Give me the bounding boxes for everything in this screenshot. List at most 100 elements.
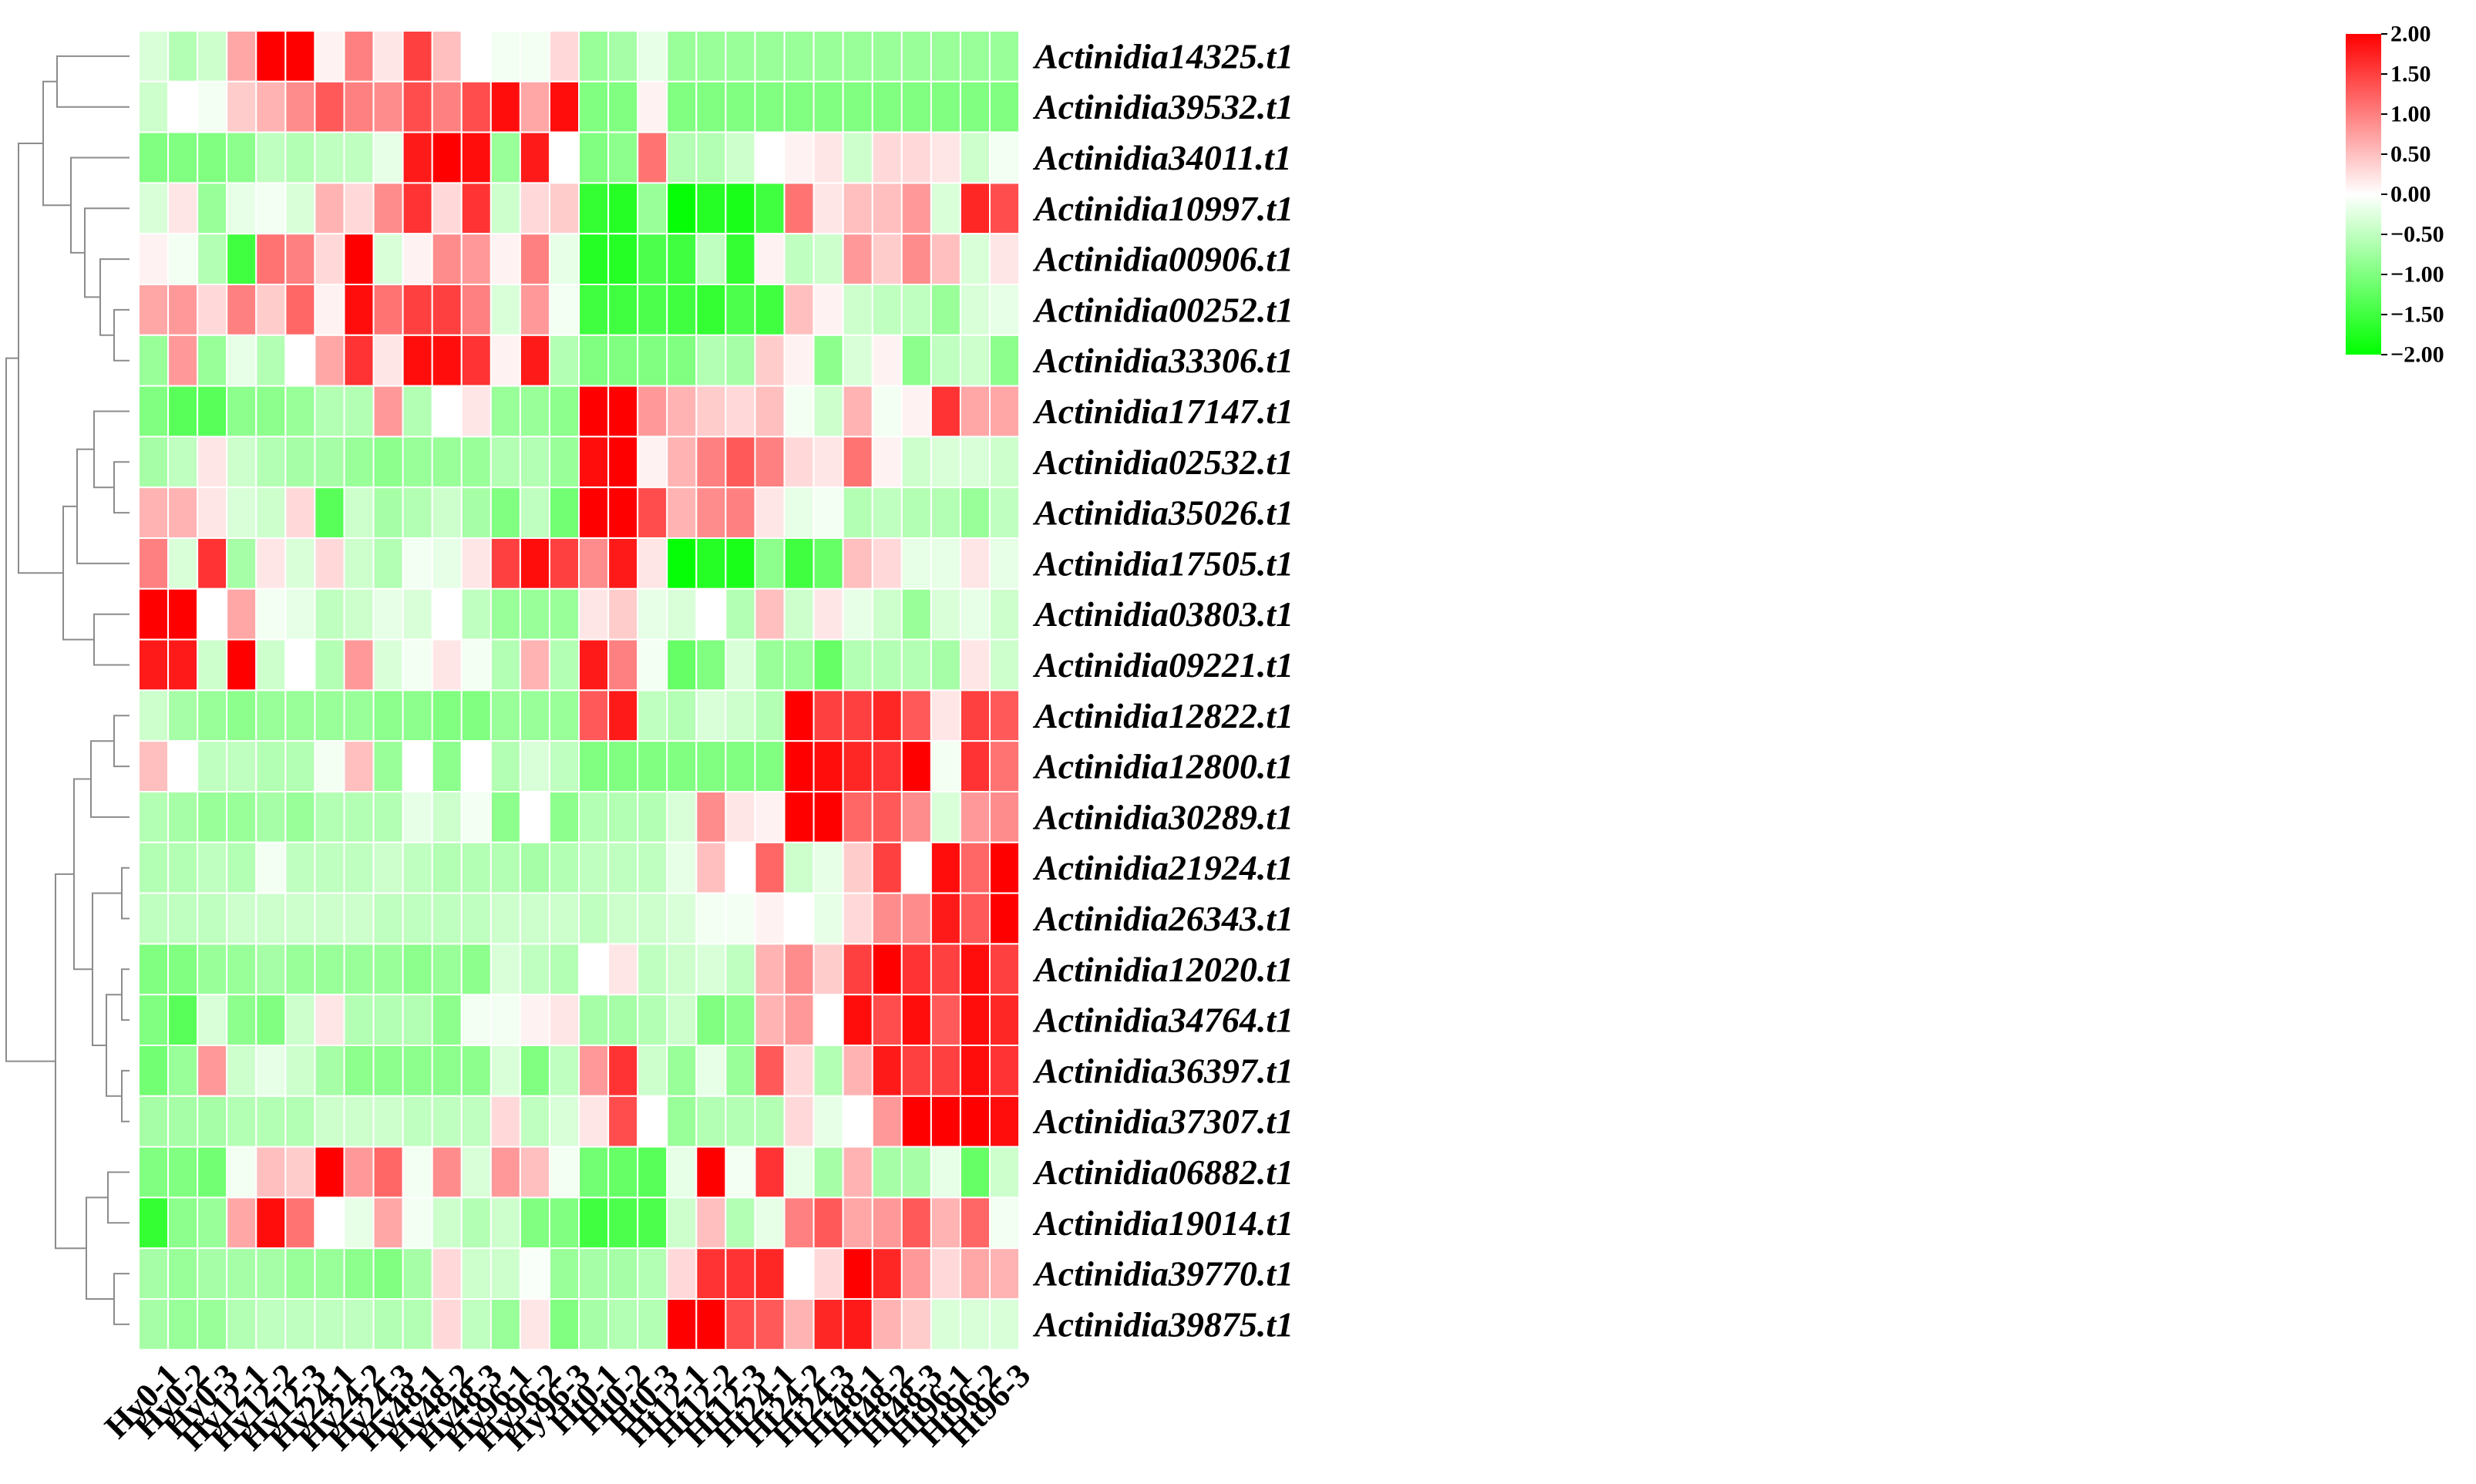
heatmap-cell: [519, 334, 550, 387]
heatmap-cell: [666, 436, 698, 489]
heatmap-cell: [372, 80, 404, 133]
heatmap-cell: [314, 1196, 345, 1250]
heatmap-cell: [754, 182, 786, 235]
row-label: Actinidia02532.t1: [1032, 443, 1294, 482]
heatmap-cell: [138, 436, 170, 489]
heatmap-cell: [900, 791, 932, 843]
heatmap-cell: [607, 892, 639, 945]
heatmap-cell: [402, 233, 433, 286]
heatmap-cell: [197, 80, 228, 133]
legend-tick-label: −2.00: [2390, 342, 2444, 368]
heatmap-cell: [930, 994, 961, 1046]
heatmap-cell: [725, 334, 756, 387]
heatmap-cell: [197, 943, 228, 996]
heatmap-cell: [343, 791, 375, 843]
dendrogram-branch: [121, 968, 130, 1021]
heatmap-cell: [607, 638, 639, 692]
heatmap-cell: [842, 892, 873, 945]
heatmap-cell: [284, 334, 316, 387]
heatmap-cell: [167, 1146, 199, 1199]
heatmap-cell: [637, 182, 668, 235]
heatmap-cell: [666, 1247, 698, 1300]
heatmap-cell: [372, 537, 404, 590]
heatmap-cell: [666, 1045, 698, 1097]
heatmap-cell: [489, 689, 521, 742]
heatmap-cell: [489, 30, 521, 82]
heatmap-cell: [197, 436, 228, 489]
heatmap-cell: [695, 1146, 727, 1199]
heatmap-cell: [197, 131, 228, 184]
heatmap-cell: [900, 131, 932, 184]
dendrogram-branch: [76, 448, 130, 564]
heatmap-cell: [314, 791, 345, 843]
heatmap-cell: [607, 537, 639, 590]
heatmap-cell: [372, 740, 404, 793]
heatmap-cell: [959, 334, 991, 387]
heatmap-cell: [989, 80, 1021, 133]
heatmap-cell: [138, 1045, 170, 1097]
heatmap-cell: [607, 1146, 639, 1199]
heatmap-cell: [197, 841, 228, 894]
heatmap-cell: [548, 1196, 580, 1250]
heatmap-cell: [343, 486, 375, 540]
heatmap-cell: [402, 80, 433, 133]
heatmap-cell: [489, 1247, 521, 1300]
heatmap-cell: [725, 486, 756, 540]
heatmap-cell: [138, 233, 170, 286]
heatmap-cell: [167, 1095, 199, 1148]
heatmap-cell: [284, 689, 316, 742]
heatmap-cell: [167, 486, 199, 540]
heatmap-cell: [607, 740, 639, 793]
heatmap-cell: [900, 436, 932, 489]
row-label: Actinidia21924.t1: [1032, 848, 1294, 887]
heatmap-cell: [607, 436, 639, 489]
heatmap-cell: [402, 689, 433, 742]
heatmap-cell: [725, 994, 756, 1046]
heatmap-cell: [431, 841, 463, 894]
heatmap-cell: [284, 1045, 316, 1097]
row-label: Actinidia39770.t1: [1032, 1254, 1294, 1294]
heatmap-cell: [284, 284, 316, 336]
heatmap-cell: [989, 943, 1021, 996]
heatmap-cell: [167, 994, 199, 1046]
heatmap-cell: [989, 182, 1021, 235]
heatmap-cell: [460, 689, 492, 742]
heatmap-cell: [255, 1045, 287, 1097]
heatmap-cell: [167, 1045, 199, 1097]
heatmap-cell: [754, 1045, 786, 1097]
heatmap-cell: [812, 30, 844, 82]
heatmap-cell: [519, 943, 550, 996]
heatmap-cell: [607, 943, 639, 996]
heatmap-cell: [519, 233, 550, 286]
heatmap-cell: [607, 30, 639, 82]
heatmap-cell: [519, 1298, 550, 1351]
heatmap-cell: [226, 841, 257, 894]
heatmap-cell: [284, 80, 316, 133]
heatmap-cell: [842, 1196, 873, 1250]
heatmap-cell: [255, 587, 287, 641]
heatmap-cell: [314, 80, 345, 133]
heatmap-cell: [197, 182, 228, 235]
heatmap-cell: [284, 1196, 316, 1250]
heatmap-cell: [402, 436, 433, 489]
heatmap-cell: [402, 638, 433, 692]
heatmap-cell: [812, 689, 844, 742]
heatmap-cell: [226, 385, 257, 438]
heatmap-cell: [314, 638, 345, 692]
heatmap-cell: [637, 1247, 668, 1300]
heatmap-cell: [666, 486, 698, 540]
heatmap-cell: [314, 436, 345, 489]
heatmap-cell: [989, 1095, 1021, 1148]
heatmap-cell: [842, 486, 873, 540]
heatmap-cell: [607, 1247, 639, 1300]
heatmap-cell: [548, 841, 580, 894]
heatmap-cell: [812, 943, 844, 996]
heatmap-cell: [226, 436, 257, 489]
row-label: Actinidia36397.t1: [1032, 1051, 1294, 1090]
heatmap-cell: [402, 131, 433, 184]
heatmap-cell: [930, 233, 961, 286]
heatmap-cell: [783, 385, 815, 438]
heatmap-cell: [812, 385, 844, 438]
dendrogram-branch: [93, 410, 130, 489]
heatmap-cell: [255, 1196, 287, 1250]
